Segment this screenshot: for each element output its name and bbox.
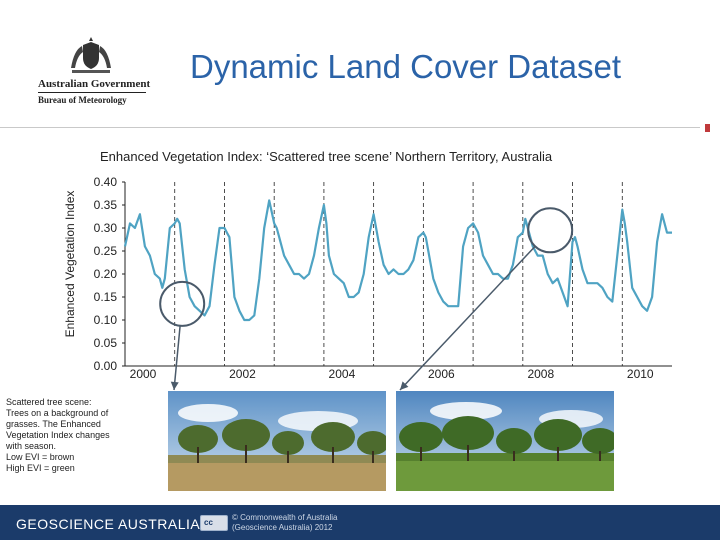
y-tick-label: 0.05 bbox=[94, 336, 118, 350]
highlight-circle bbox=[527, 207, 574, 254]
header-divider bbox=[0, 127, 700, 128]
y-tick-label: 0.15 bbox=[94, 290, 118, 304]
pointer-arrow-line bbox=[399, 245, 536, 391]
caption-line: Low EVI = brown bbox=[6, 452, 75, 462]
caption-line: Vegetation Index changes bbox=[6, 430, 110, 440]
caption-line: with season. bbox=[6, 441, 57, 451]
x-tick-label: 2000 bbox=[130, 367, 157, 381]
pointer-arrow-line bbox=[173, 325, 181, 391]
coat-of-arms-icon bbox=[71, 37, 111, 73]
caption-line: Trees on a background of bbox=[6, 408, 109, 418]
creative-commons-icon: cc bbox=[200, 515, 228, 531]
copyright-notice: © Commonwealth of Australia (Geoscience … bbox=[232, 513, 338, 533]
chart-title: Enhanced Vegetation Index: ‘Scattered tr… bbox=[100, 149, 553, 164]
dry-season-photo bbox=[168, 391, 386, 491]
y-tick-label: 0.10 bbox=[94, 313, 118, 327]
logo-text-government: Australian Government bbox=[38, 78, 151, 90]
y-tick-label: 0.35 bbox=[94, 198, 118, 212]
footer-bar: GEOSCIENCE AUSTRALIA cc © Commonwealth o… bbox=[0, 505, 720, 540]
highlight-circle bbox=[159, 280, 206, 327]
evi-series-line bbox=[123, 199, 672, 322]
y-tick-label: 0.00 bbox=[94, 359, 118, 373]
y-tick-label: 0.20 bbox=[94, 267, 118, 281]
caption-line: Scattered tree scene: bbox=[6, 397, 92, 407]
header-accent-mark bbox=[705, 124, 710, 132]
page-title: Dynamic Land Cover Dataset bbox=[190, 48, 622, 85]
logo-text-bureau: Bureau of Meteorology bbox=[38, 95, 127, 105]
y-tick-label: 0.40 bbox=[94, 175, 118, 189]
y-tick-label: 0.25 bbox=[94, 244, 118, 258]
copyright-line: (Geoscience Australia) 2012 bbox=[232, 523, 333, 532]
pointer-arrow-head bbox=[400, 381, 409, 390]
logo-divider bbox=[38, 92, 146, 93]
copyright-line: © Commonwealth of Australia bbox=[232, 513, 338, 522]
caption-line: grasses. The Enhanced bbox=[6, 419, 101, 429]
scene-caption: Scattered tree scene: Trees on a backgro… bbox=[6, 397, 136, 474]
x-tick-label: 2010 bbox=[627, 367, 654, 381]
wet-season-photo bbox=[396, 391, 614, 491]
caption-line: High EVI = green bbox=[6, 463, 75, 473]
x-tick-label: 2008 bbox=[527, 367, 554, 381]
australian-government-logo: Australian Government Bureau of Meteorol… bbox=[28, 36, 151, 110]
cc-badge-label: cc bbox=[204, 518, 213, 527]
pointer-arrow-head bbox=[170, 381, 179, 390]
x-tick-label: 2004 bbox=[329, 367, 356, 381]
y-tick-label: 0.30 bbox=[94, 221, 118, 235]
x-tick-label: 2006 bbox=[428, 367, 455, 381]
footer-brand: GEOSCIENCE AUSTRALIA bbox=[16, 516, 201, 532]
x-tick-label: 2002 bbox=[229, 367, 256, 381]
